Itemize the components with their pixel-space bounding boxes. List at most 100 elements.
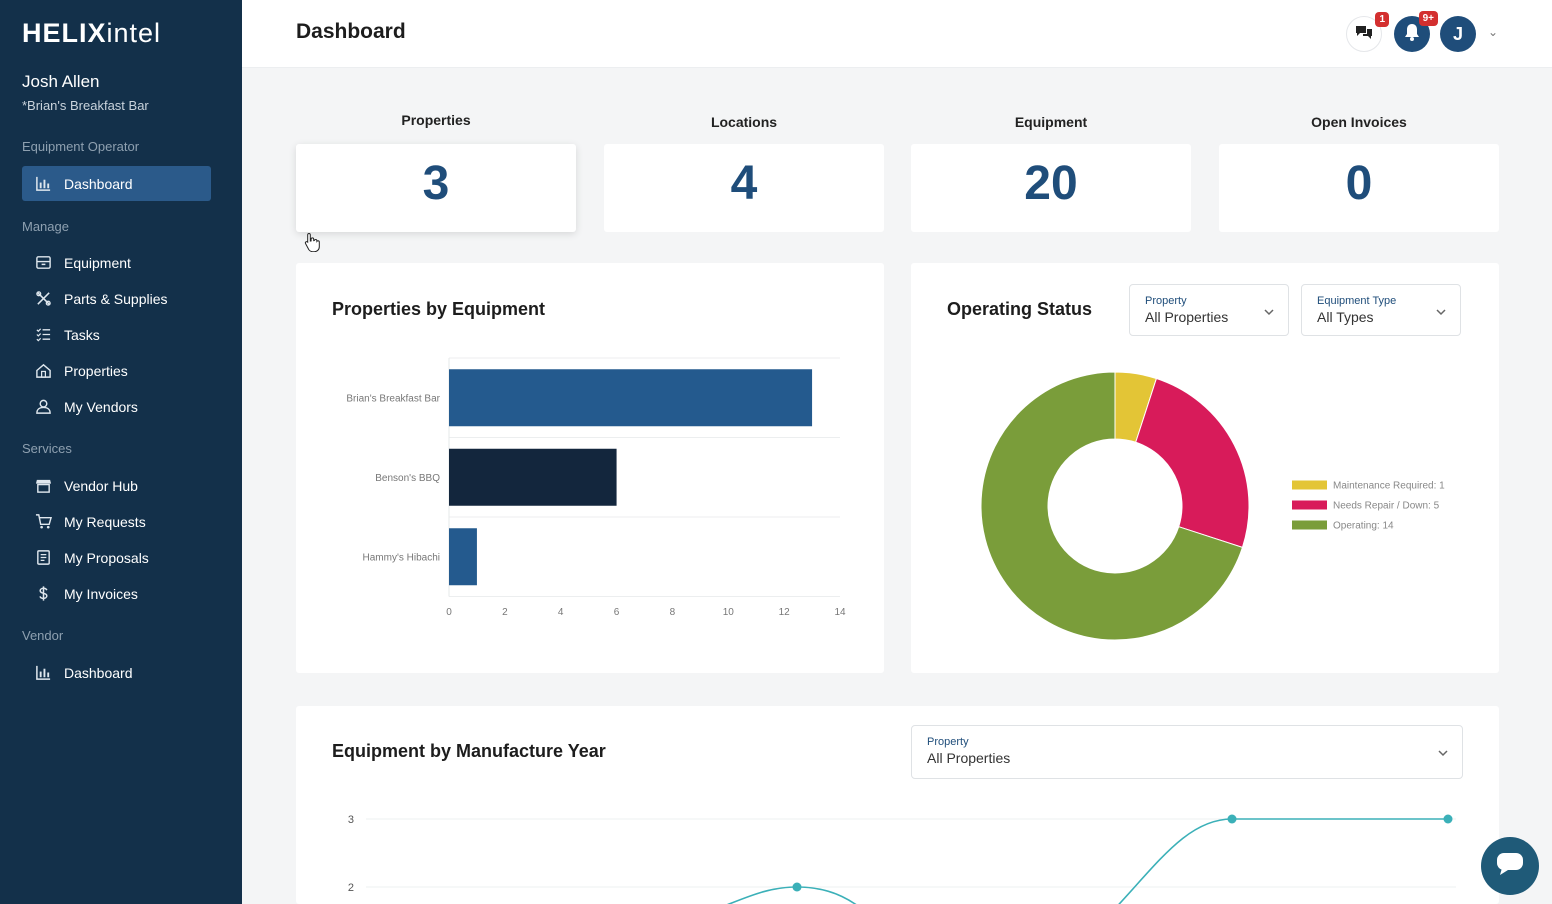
stat-label: Locations xyxy=(710,114,778,130)
stat-value: 20 xyxy=(1024,157,1078,210)
y-tick-label: 2 xyxy=(348,882,354,894)
bar-chart-icon xyxy=(34,664,52,682)
chat-bubbles-icon xyxy=(1354,23,1374,46)
panel-title: Properties by Equipment xyxy=(332,299,546,319)
year-property-filter-select[interactable]: Property All Properties xyxy=(911,725,1463,779)
sidebar-item-label: Vendor Hub xyxy=(64,477,138,494)
sidebar-item-my-vendors[interactable]: My Vendors xyxy=(22,389,211,424)
sidebar: HELIXintel Josh Allen *Brian's Breakfast… xyxy=(0,0,242,904)
avatar[interactable]: J xyxy=(1440,16,1476,52)
stat-box xyxy=(911,144,1191,232)
sidebar-item-label: Tasks xyxy=(64,326,100,343)
stat-box xyxy=(296,144,576,232)
operating-status-donut-chart: Maintenance Required: 1 Needs Repair / Do… xyxy=(980,371,1445,641)
stat-box xyxy=(604,144,884,232)
stat-card-equipment[interactable]: Equipment 20 xyxy=(911,98,1191,234)
messages-badge: 1 xyxy=(1375,12,1389,27)
panel-title: Equipment by Manufacture Year xyxy=(332,741,606,761)
x-tick-label: 10 xyxy=(723,607,735,618)
properties-bar-chart: Brian's Breakfast Bar Benson's BBQ Hammy's… xyxy=(346,357,846,618)
stat-label: Equipment xyxy=(1014,114,1088,130)
sidebar-item-label: My Invoices xyxy=(64,585,138,602)
sidebar-item-properties[interactable]: Properties xyxy=(22,353,211,388)
sidebar-item-parts-supplies[interactable]: Parts & Supplies xyxy=(22,281,211,316)
sidebar-item-label: Dashboard xyxy=(64,664,133,681)
stat-label: Properties xyxy=(401,112,471,128)
stat-card-properties[interactable]: Properties 3 xyxy=(296,98,576,234)
chevron-down-icon[interactable]: ⌄ xyxy=(1488,25,1499,39)
line-point xyxy=(1443,814,1453,824)
legend-label: Needs Repair / Down: 5 xyxy=(1333,501,1440,512)
line-point xyxy=(792,882,802,892)
properties-by-equipment-panel: Properties by Equipment Brian's Breakfas… xyxy=(296,263,884,673)
bell-icon xyxy=(1403,22,1421,47)
sidebar-item-vendor-dashboard[interactable]: Dashboard xyxy=(22,655,211,690)
app-logo[interactable]: HELIXintel xyxy=(22,18,162,48)
sidebar-item-tasks[interactable]: Tasks xyxy=(22,317,211,352)
section-equipment-operator: Equipment Operator xyxy=(22,139,140,154)
sidebar-item-label: Dashboard xyxy=(64,175,133,192)
series-line-segment xyxy=(1118,818,1448,904)
cart-icon xyxy=(34,513,52,531)
property-filter-select[interactable]: Property All Properties xyxy=(1129,284,1289,336)
x-tick-label: 6 xyxy=(614,607,620,618)
legend-swatch xyxy=(1292,480,1327,490)
select-label: Equipment Type xyxy=(1317,295,1397,307)
bar-category-label: Benson's BBQ xyxy=(375,473,440,484)
sidebar-item-my-requests[interactable]: My Requests xyxy=(22,504,211,539)
select-value: All Properties xyxy=(1145,309,1229,325)
task-list-icon xyxy=(34,326,52,344)
sidebar-item-label: Parts & Supplies xyxy=(64,290,168,307)
legend-label: Maintenance Required: 1 xyxy=(1333,481,1445,492)
stat-card-open-invoices[interactable]: Open Invoices 0 xyxy=(1219,98,1499,234)
x-tick-label: 8 xyxy=(670,607,676,618)
page-title: Dashboard xyxy=(296,20,406,43)
storefront-icon xyxy=(34,477,52,495)
user-name: Josh Allen xyxy=(22,72,100,91)
section-vendor: Vendor xyxy=(22,628,64,643)
select-value: All Types xyxy=(1317,309,1374,325)
operating-status-panel: Operating Status Property All Properties… xyxy=(911,263,1499,673)
bar-category-label: Brian's Breakfast Bar xyxy=(346,393,440,404)
support-chat-button[interactable] xyxy=(1481,837,1539,895)
sidebar-item-label: Properties xyxy=(64,362,128,379)
chat-icon xyxy=(1496,851,1524,882)
property-icon xyxy=(34,362,52,380)
select-label: Property xyxy=(927,736,969,748)
bar xyxy=(449,528,477,586)
sidebar-item-vendor-hub[interactable]: Vendor Hub xyxy=(22,468,211,503)
top-header: Dashboard 1 9+ J ⌄ xyxy=(242,0,1552,68)
equipment-by-year-panel: Equipment by Manufacture Year Property A… xyxy=(296,706,1499,904)
stat-card-locations[interactable]: Locations 4 xyxy=(604,98,884,234)
bar-chart-icon xyxy=(34,175,52,193)
sidebar-item-label: Equipment xyxy=(64,254,131,271)
stat-value: 3 xyxy=(422,157,450,210)
bar xyxy=(449,448,617,506)
sidebar-item-label: My Requests xyxy=(64,513,146,530)
section-services: Services xyxy=(22,441,72,456)
sidebar-item-dashboard[interactable]: Dashboard xyxy=(22,166,211,201)
line-point xyxy=(1227,814,1237,824)
legend-label: Operating: 14 xyxy=(1333,521,1394,532)
messages-button[interactable]: 1 xyxy=(1346,12,1389,52)
chevron-down-icon xyxy=(1438,744,1448,762)
notifications-button[interactable]: 9+ xyxy=(1394,11,1438,52)
select-value: All Properties xyxy=(927,750,1011,766)
notifications-badge: 9+ xyxy=(1418,11,1438,26)
x-tick-label: 2 xyxy=(502,607,508,618)
manufacture-year-line-chart: 32 xyxy=(348,814,1456,904)
stat-value: 4 xyxy=(730,157,758,210)
sidebar-item-equipment[interactable]: Equipment xyxy=(22,245,211,280)
user-organization: *Brian's Breakfast Bar xyxy=(22,98,149,113)
chevron-down-icon xyxy=(1264,303,1274,321)
select-label: Property xyxy=(1145,295,1187,307)
sidebar-item-my-proposals[interactable]: My Proposals xyxy=(22,540,211,575)
dollar-icon xyxy=(34,585,52,603)
stat-box xyxy=(1219,144,1499,232)
sidebar-item-my-invoices[interactable]: My Invoices xyxy=(22,576,211,611)
tools-icon xyxy=(34,290,52,308)
equipment-type-filter-select[interactable]: Equipment Type All Types xyxy=(1301,284,1461,336)
legend-swatch xyxy=(1292,520,1327,530)
donut-slice xyxy=(1135,377,1250,549)
sidebar-item-label: My Proposals xyxy=(64,549,149,566)
